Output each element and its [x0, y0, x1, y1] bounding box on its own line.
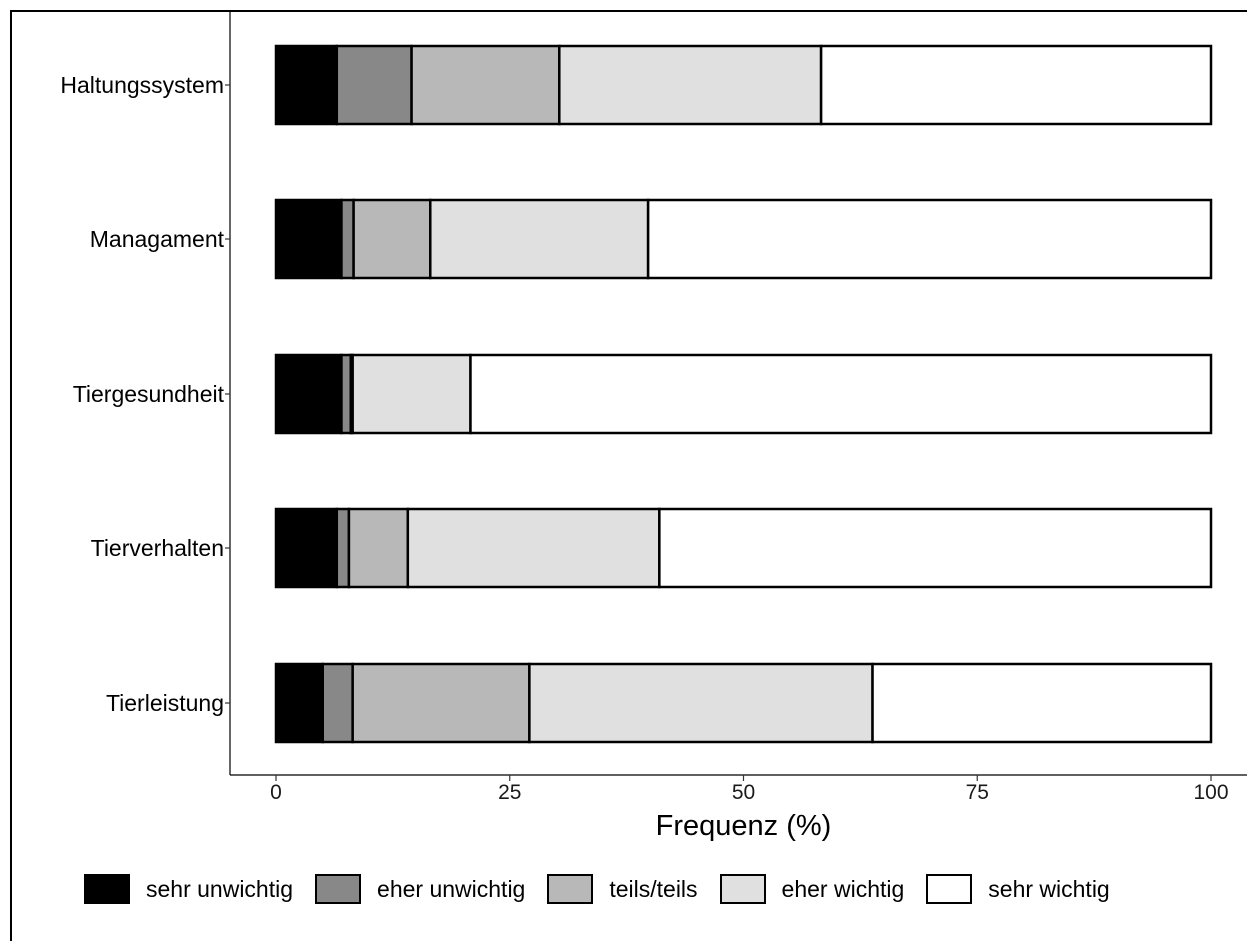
bar-segment-tierleistung-3 — [351, 662, 531, 744]
legend-swatch — [84, 874, 130, 904]
y-axis-labels: Haltungssystem Managament Tiergesundheit Ti… — [60, 72, 230, 716]
category-label: Tierleistung — [106, 690, 224, 716]
bar-segment-tierverhalten-2 — [335, 507, 351, 589]
bar-segment-tierverhalten-3 — [347, 507, 410, 589]
x-axis-ticks: 0 25 50 75 100 — [270, 775, 1229, 804]
bar-segment-managament-5 — [646, 198, 1213, 280]
bar-segment-tierverhalten-4 — [406, 507, 661, 589]
legend-item: sehr unwichtig — [84, 874, 293, 904]
category-label: Haltungssystem — [60, 72, 224, 98]
legend-label: eher wichtig — [781, 875, 905, 902]
x-tick-label: 50 — [732, 781, 755, 804]
bar-segment-tierleistung-2 — [321, 662, 354, 744]
bar-segment-haltungssystem-2 — [335, 44, 413, 126]
x-tick-label: 75 — [966, 781, 989, 804]
x-tick-label: 25 — [498, 781, 521, 804]
legend-label: teils/teils — [609, 875, 698, 902]
category-label: Tierverhalten — [91, 535, 224, 561]
bar-segment-managament-1 — [274, 198, 343, 280]
legend-swatch — [926, 874, 973, 904]
stacked-bar-chart: Haltungssystem Managament Tiergesundheit Ti… — [60, 12, 1247, 842]
x-tick-label: 0 — [270, 781, 282, 804]
category-label: Managament — [90, 226, 225, 252]
bar-segment-haltungssystem-1 — [274, 44, 339, 126]
legend-swatch — [719, 874, 766, 904]
chart-frame — [10, 10, 1247, 941]
x-tick-label: 100 — [1193, 781, 1228, 804]
bar-segment-managament-2 — [340, 198, 355, 280]
bar-segment-haltungssystem-5 — [819, 44, 1213, 126]
bar-segment-managament-3 — [352, 198, 432, 280]
bar-segment-tierleistung-1 — [274, 662, 324, 744]
bar-segment-tierverhalten-5 — [658, 507, 1213, 589]
legend-item: eher wichtig — [719, 874, 905, 904]
bar-segment-managament-4 — [429, 198, 650, 280]
bar-segment-haltungssystem-4 — [558, 44, 823, 126]
bar-segment-tiergesundheit-5 — [469, 353, 1213, 435]
bar-segment-tiergesundheit-1 — [274, 353, 343, 435]
legend-swatch — [315, 874, 362, 904]
x-axis-title: Frequenz (%) — [656, 810, 832, 842]
legend-swatch — [547, 874, 594, 904]
category-label: Tiergesundheit — [73, 381, 225, 407]
legend-label: sehr wichtig — [988, 875, 1110, 902]
bar-segment-tierverhalten-1 — [274, 507, 339, 589]
bar-segment-tiergesundheit-4 — [351, 353, 472, 435]
bar-segment-haltungssystem-3 — [410, 44, 561, 126]
bars-layer — [274, 44, 1213, 744]
legend: sehr unwichtig eher unwichtig teils/teils e… — [84, 874, 1132, 904]
legend-item: teils/teils — [547, 874, 698, 904]
legend-item: eher unwichtig — [315, 874, 525, 904]
bar-segment-tierleistung-5 — [871, 662, 1213, 744]
bar-segment-tiergesundheit-2 — [340, 353, 353, 435]
legend-label: eher unwichtig — [377, 875, 526, 902]
legend-label: sehr unwichtig — [146, 875, 294, 902]
legend-item: sehr wichtig — [926, 874, 1110, 904]
bar-segment-tierleistung-4 — [528, 662, 874, 744]
